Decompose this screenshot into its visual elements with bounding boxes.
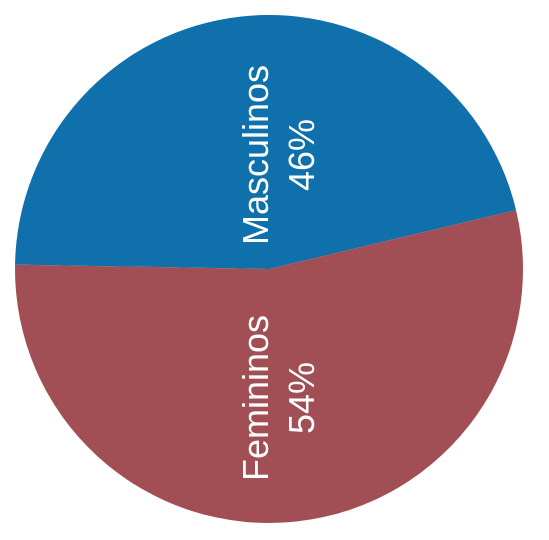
slice-label-femininos-value: 54%: [281, 362, 322, 434]
slice-label-masculinos-name: Masculinos: [235, 65, 276, 245]
slices-layer: [15, 14, 523, 523]
slice-label-femininos: Femininos 54%: [235, 315, 322, 481]
slice-label-masculinos-value: 46%: [281, 119, 322, 191]
slice-label-masculinos: Masculinos 46%: [235, 65, 322, 245]
labels-layer: Masculinos 46% Femininos 54%: [235, 65, 322, 481]
pie-slice-masculinos: [15, 14, 517, 269]
slice-label-femininos-name: Femininos: [235, 315, 276, 481]
pie-slice-femininos: [15, 210, 523, 523]
